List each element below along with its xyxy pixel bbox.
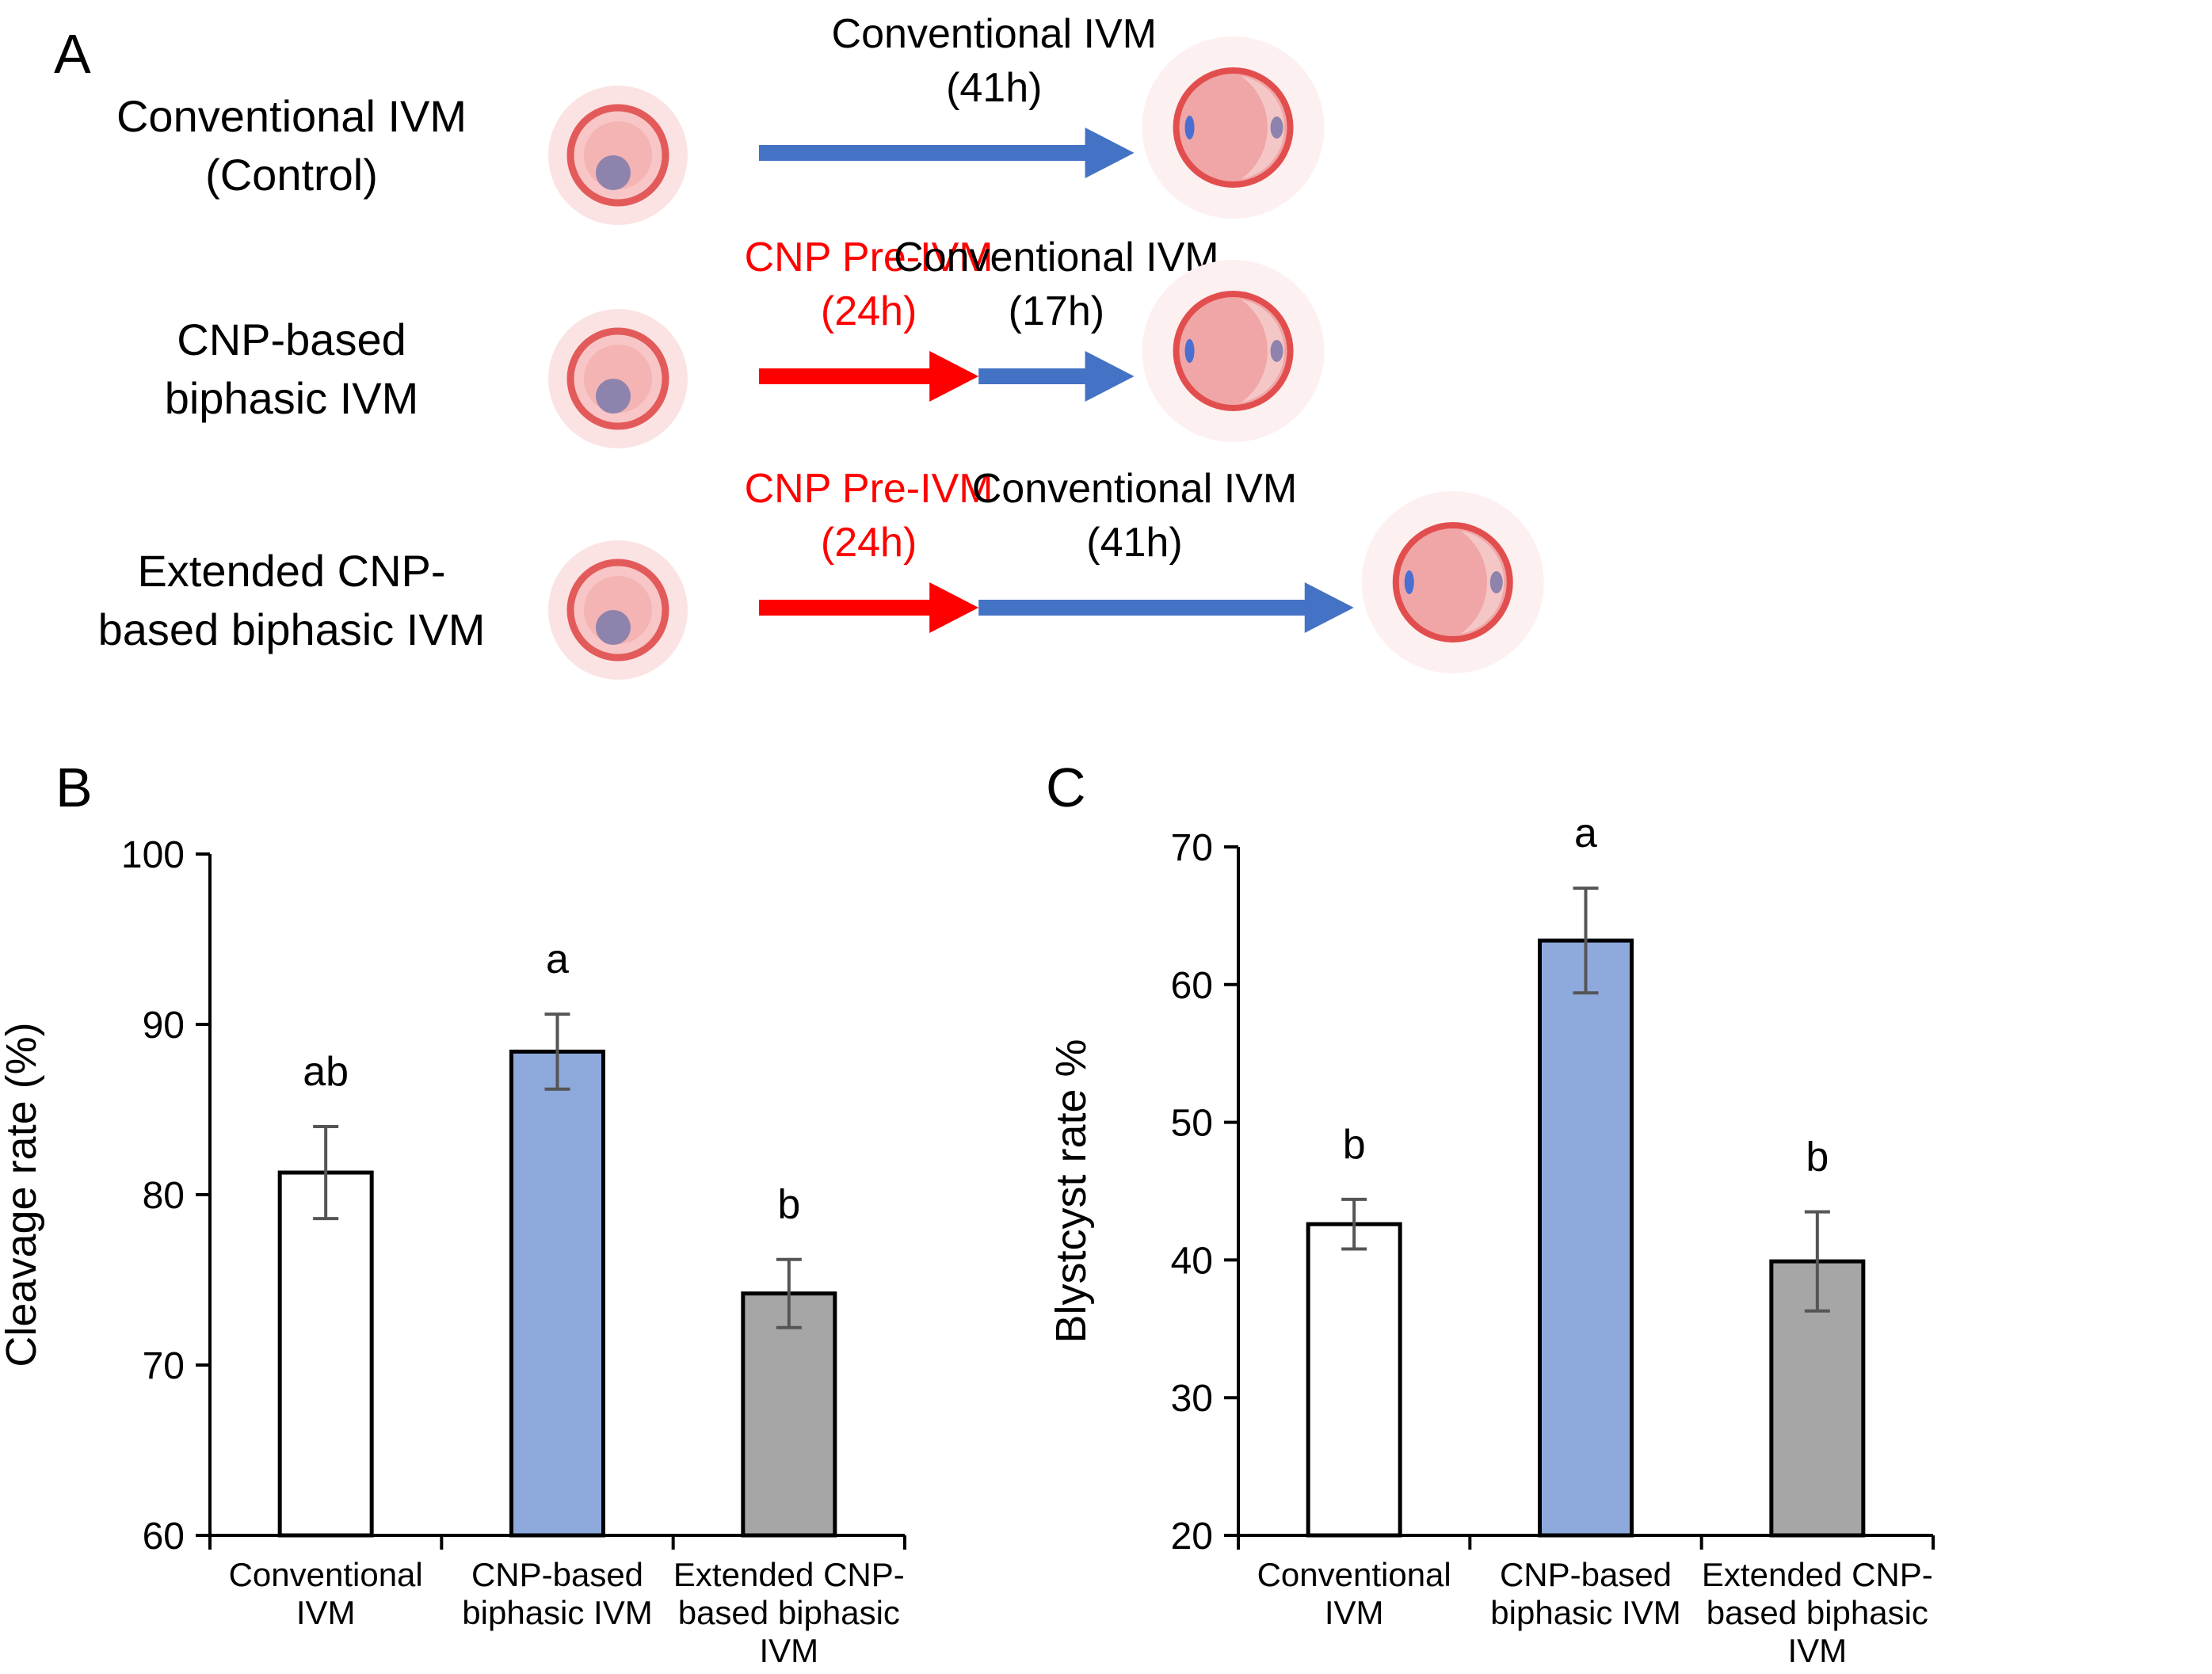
x-tick-label: Conventional IVM bbox=[229, 1556, 423, 1631]
y-tick-label: 50 bbox=[1171, 1103, 1213, 1145]
y-tick-label: 60 bbox=[1171, 965, 1213, 1007]
protocol-name: CNP-based biphasic IVM bbox=[165, 315, 419, 423]
immature-oocyte-icon bbox=[548, 309, 688, 448]
stage-arrow bbox=[759, 128, 1135, 178]
bar bbox=[509, 1049, 605, 1538]
stage-label: Conventional IVM (41h) bbox=[832, 11, 1157, 111]
error-bar bbox=[1341, 1197, 1367, 1251]
significance-label: b bbox=[1343, 1122, 1366, 1168]
stage-label: CNP Pre-IVM (24h) bbox=[745, 466, 993, 566]
y-axis-label: Cleavage rate (%) bbox=[0, 1022, 45, 1367]
significance-label: b bbox=[777, 1182, 800, 1228]
chart-blastocyst-rate: 20 30 40 50 60 70 Blystcyst rate % b Conventiona… bbox=[1047, 810, 1935, 1669]
y-tick-label: 40 bbox=[1171, 1240, 1213, 1282]
immature-oocyte-icon bbox=[548, 86, 688, 225]
error-bar bbox=[776, 1257, 802, 1329]
error-bar bbox=[1573, 887, 1599, 995]
panel-a-label: A bbox=[54, 23, 91, 85]
significance-label: b bbox=[1806, 1134, 1829, 1180]
stage-arrow bbox=[978, 351, 1135, 402]
stage-label: CNP Pre-IVM (24h) bbox=[745, 235, 993, 334]
y-tick-label: 60 bbox=[143, 1516, 185, 1558]
stage-label: Conventional IVM (41h) bbox=[972, 466, 1297, 566]
immature-oocyte-icon bbox=[548, 540, 688, 680]
stage-arrow bbox=[759, 582, 979, 633]
y-tick-label: 70 bbox=[1171, 827, 1213, 869]
y-axis-label: Blystcyst rate % bbox=[1047, 1039, 1095, 1343]
protocol-name: Extended CNP-based biphasic IVM bbox=[98, 546, 486, 654]
stage-arrow bbox=[759, 351, 979, 402]
y-tick-label: 80 bbox=[143, 1175, 185, 1217]
mature-oocyte-icon bbox=[1142, 36, 1325, 219]
bar bbox=[277, 1170, 374, 1538]
error-bar bbox=[544, 1012, 570, 1091]
protocol-row: CNP-based biphasic IVM CNP Pre-IVM (24h)Con… bbox=[165, 235, 1325, 448]
y-tick-label: 90 bbox=[143, 1005, 185, 1047]
x-tick-label: Conventional IVM bbox=[1257, 1556, 1451, 1631]
protocol-row: Extended CNP-based biphasic IVM CNP Pre-I… bbox=[98, 466, 1544, 680]
protocol-name: Conventional IVM (Control) bbox=[116, 91, 467, 200]
protocol-rows: Conventional IVM (Control) Conventional IV… bbox=[98, 11, 1544, 680]
stage-label: Conventional IVM (17h) bbox=[894, 235, 1219, 334]
x-tick-label: CNP-based biphasic IVM bbox=[1490, 1556, 1680, 1631]
stage-arrow bbox=[978, 582, 1354, 633]
significance-label: a bbox=[1574, 810, 1597, 856]
panel-c-label: C bbox=[1046, 757, 1086, 818]
bar bbox=[741, 1291, 837, 1538]
y-tick-label: 20 bbox=[1171, 1516, 1213, 1558]
panel-b-label: B bbox=[55, 757, 93, 818]
y-tick-label: 30 bbox=[1171, 1378, 1213, 1420]
significance-label: a bbox=[546, 936, 569, 982]
x-tick-label: Extended CNP-based biphasic IVM bbox=[1702, 1556, 1933, 1669]
mature-oocyte-icon bbox=[1142, 260, 1325, 442]
x-tick-label: Extended CNP-based biphasic IVM bbox=[673, 1556, 905, 1669]
y-tick-label: 70 bbox=[143, 1345, 185, 1387]
y-tick-label: 100 bbox=[121, 834, 185, 876]
significance-label: ab bbox=[303, 1049, 349, 1095]
x-tick-label: CNP-based biphasic IVM bbox=[462, 1556, 652, 1631]
mature-oocyte-icon bbox=[1362, 491, 1544, 673]
bar bbox=[1306, 1222, 1402, 1538]
bar bbox=[1538, 938, 1634, 1538]
protocol-row: Conventional IVM (Control) Conventional IV… bbox=[116, 11, 1325, 225]
error-bar bbox=[1804, 1210, 1830, 1313]
error-bar bbox=[313, 1125, 339, 1221]
